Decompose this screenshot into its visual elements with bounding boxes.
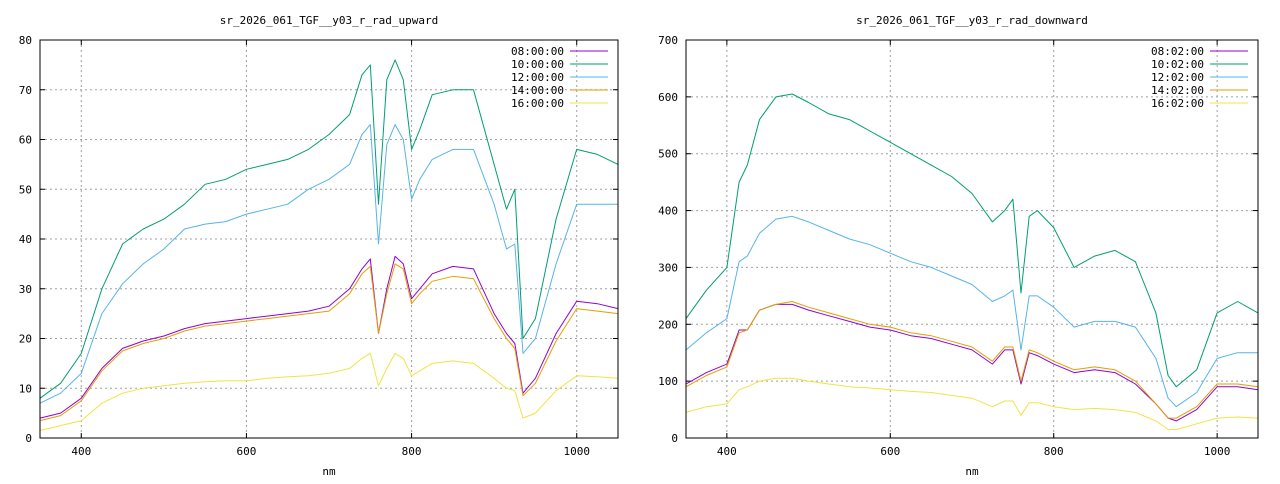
y-tick-label: 70 [19,84,32,97]
series-line-10:00:00 [39,59,619,399]
x-tick-label: 400 [717,445,737,458]
series-line-12:00:00 [39,124,618,404]
x-tick-label: 800 [402,445,422,458]
y-tick-label: 400 [658,205,678,218]
legend-label: 10:02:00 [1151,58,1204,71]
y-tick-label: 600 [658,91,678,104]
y-tick-label: 100 [658,375,678,388]
series-line-14:02:00 [685,301,1259,419]
series-line-08:02:00 [685,303,1259,422]
y-tick-label: 300 [658,261,678,274]
y-tick-label: 200 [658,318,678,331]
legend-label: 12:00:00 [511,71,564,84]
x-tick-label: 600 [880,445,900,458]
legend-label: 16:02:00 [1151,97,1204,110]
legend-label: 08:02:00 [1151,45,1204,58]
y-tick-label: 20 [19,333,32,346]
x-axis-label: nm [322,465,336,478]
y-tick-label: 30 [19,283,32,296]
chart-2: sr_2026_061_TGF__y03_r_rad_downward 0 100 2… [658,14,1259,478]
x-tick-label: 1000 [563,445,590,458]
y-tick-label: 80 [19,34,32,47]
series-line-10:02:00 [685,93,1259,388]
series-line-14:00:00 [39,263,619,422]
plot-frame [685,39,1259,439]
plot-frame [39,39,619,439]
y-tick-label: 10 [19,382,32,395]
y-tick-label: 40 [19,233,32,246]
x-tick-label: 600 [236,445,256,458]
x-axis-label: nm [965,465,979,478]
legend-label: 14:00:00 [511,84,564,97]
chart-title: sr_2026_061_TGF__y03_r_rad_downward [856,14,1088,27]
series-line-16:02:00 [685,377,1259,430]
legend-label: 12:02:00 [1151,71,1204,84]
y-tick-label: 50 [19,183,32,196]
series-line-08:00:00 [39,255,619,419]
series-line-16:00:00 [39,352,619,431]
y-tick-label: 700 [658,34,678,47]
y-tick-label: 60 [19,134,32,147]
legend-label: 08:00:00 [511,45,564,58]
x-tick-label: 800 [1044,445,1064,458]
legend-label: 16:00:00 [511,97,564,110]
y-tick-label: 0 [25,432,32,445]
legend-label: 10:00:00 [511,58,564,71]
x-tick-label: 1000 [1204,445,1231,458]
y-tick-label: 0 [671,432,678,445]
x-tick-label: 400 [71,445,91,458]
y-tick-label: 500 [658,148,678,161]
chart-title: sr_2026_061_TGF__y03_r_rad_upward [220,14,439,27]
legend-label: 14:02:00 [1151,84,1204,97]
chart-1: sr_2026_061_TGF__y03_r_rad_upward 0 10 20 30… [19,14,619,478]
series-line-12:02:00 [685,215,1258,408]
